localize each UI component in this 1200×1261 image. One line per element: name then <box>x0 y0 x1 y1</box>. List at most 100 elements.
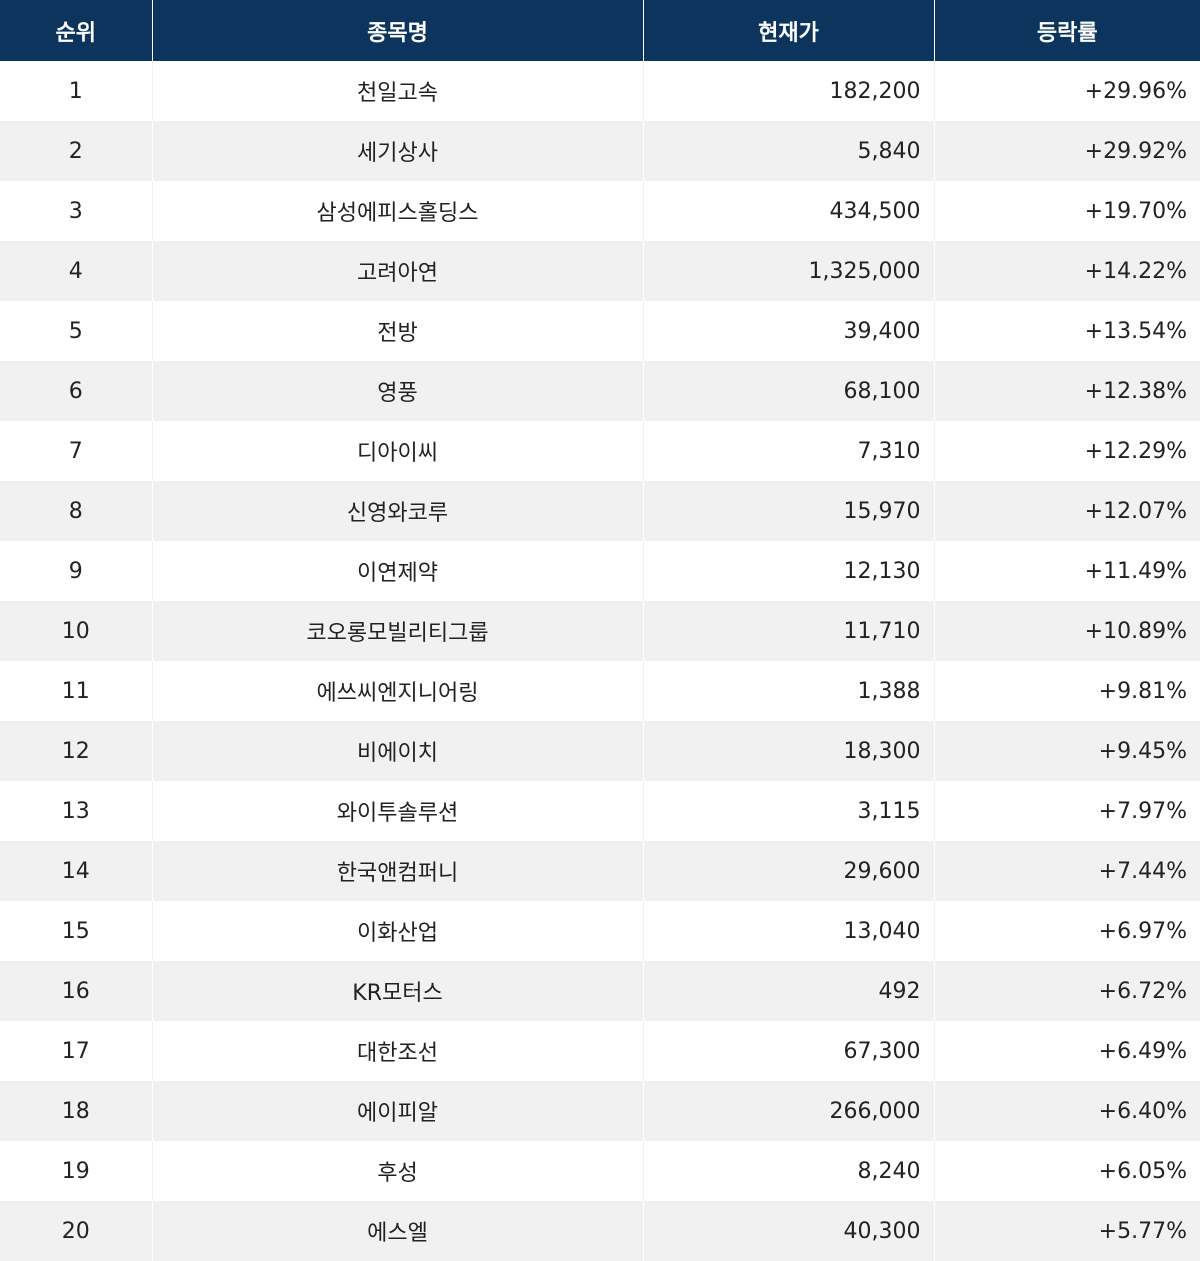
stock-name-cell: 천일고속 <box>151 61 643 121</box>
change-rate-cell: +7.44% <box>933 841 1200 901</box>
change-rate-cell: +10.89% <box>933 601 1200 661</box>
header-rank: 순위 <box>55 20 96 46</box>
rank-cell: 13 <box>61 798 90 824</box>
table-row: 8 신영와코루 15,970 +12.07% <box>0 481 1200 541</box>
price-cell: 266,000 <box>642 1081 934 1141</box>
header-row: 순위 종목명 현재가 등락률 <box>0 0 1200 61</box>
rank-cell: 9 <box>68 558 83 584</box>
table-row: 20 에스엘 40,300 +5.77% <box>0 1201 1200 1261</box>
table-row: 1 천일고속 182,200 +29.96% <box>0 61 1200 121</box>
table-row: 3 삼성에피스홀딩스 434,500 +19.70% <box>0 181 1200 241</box>
rank-cell: 8 <box>68 498 83 524</box>
stock-name-cell: 와이투솔루션 <box>151 781 643 841</box>
stock-name-cell: 에스엘 <box>151 1201 643 1261</box>
change-rate-cell: +29.96% <box>933 61 1200 121</box>
table-row: 2 세기상사 5,840 +29.92% <box>0 121 1200 181</box>
price-cell: 492 <box>642 961 934 1021</box>
change-rate-cell: +29.92% <box>933 121 1200 181</box>
stock-name-cell: 후성 <box>151 1141 643 1201</box>
rank-cell: 3 <box>68 198 83 224</box>
rank-cell: 16 <box>61 978 90 1004</box>
change-rate-cell: +6.05% <box>933 1141 1200 1201</box>
rank-cell: 7 <box>68 438 83 464</box>
stock-name-cell: 코오롱모빌리티그룹 <box>151 601 643 661</box>
rank-cell: 11 <box>61 678 90 704</box>
table-row: 4 고려아연 1,325,000 +14.22% <box>0 241 1200 301</box>
change-rate-cell: +12.38% <box>933 361 1200 421</box>
change-rate-cell: +6.40% <box>933 1081 1200 1141</box>
price-cell: 68,100 <box>642 361 934 421</box>
table-row: 18 에이피알 266,000 +6.40% <box>0 1081 1200 1141</box>
price-cell: 11,710 <box>642 601 934 661</box>
header-name: 종목명 <box>151 0 643 61</box>
price-cell: 1,388 <box>642 661 934 721</box>
price-cell: 182,200 <box>642 61 934 121</box>
price-cell: 8,240 <box>642 1141 934 1201</box>
stock-name-cell: 한국앤컴퍼니 <box>151 841 643 901</box>
stock-name-cell: 이화산업 <box>151 901 643 961</box>
change-rate-cell: +7.97% <box>933 781 1200 841</box>
price-cell: 39,400 <box>642 301 934 361</box>
rank-cell: 5 <box>68 318 83 344</box>
price-cell: 7,310 <box>642 421 934 481</box>
header-change: 등락률 <box>933 0 1200 61</box>
change-rate-cell: +14.22% <box>933 241 1200 301</box>
stock-name-cell: 디아이씨 <box>151 421 643 481</box>
stock-name-cell: 신영와코루 <box>151 481 643 541</box>
rank-cell: 14 <box>61 858 90 884</box>
change-rate-cell: +12.07% <box>933 481 1200 541</box>
rank-cell: 20 <box>61 1218 90 1244</box>
stock-name-cell: 비에이치 <box>151 721 643 781</box>
price-cell: 5,840 <box>642 121 934 181</box>
rank-cell: 4 <box>68 258 83 284</box>
price-cell: 1,325,000 <box>642 241 934 301</box>
stock-name-cell: 에쓰씨엔지니어링 <box>151 661 643 721</box>
price-cell: 18,300 <box>642 721 934 781</box>
stock-name-cell: KR모터스 <box>151 961 643 1021</box>
table-row: 16 KR모터스 492 +6.72% <box>0 961 1200 1021</box>
rank-cell: 12 <box>61 738 90 764</box>
table-row: 6 영풍 68,100 +12.38% <box>0 361 1200 421</box>
rank-cell: 17 <box>61 1038 90 1064</box>
stock-name-cell: 대한조선 <box>151 1021 643 1081</box>
rank-cell: 19 <box>61 1158 90 1184</box>
stock-name-cell: 삼성에피스홀딩스 <box>151 181 643 241</box>
stock-name-cell: 전방 <box>151 301 643 361</box>
rank-cell: 10 <box>61 618 90 644</box>
table-row: 10 코오롱모빌리티그룹 11,710 +10.89% <box>0 601 1200 661</box>
change-rate-cell: +6.72% <box>933 961 1200 1021</box>
table-row: 5 전방 39,400 +13.54% <box>0 301 1200 361</box>
table-row: 11 에쓰씨엔지니어링 1,388 +9.81% <box>0 661 1200 721</box>
stock-name-cell: 고려아연 <box>151 241 643 301</box>
change-rate-cell: +11.49% <box>933 541 1200 601</box>
price-cell: 40,300 <box>642 1201 934 1261</box>
stock-name-cell: 에이피알 <box>151 1081 643 1141</box>
change-rate-cell: +5.77% <box>933 1201 1200 1261</box>
stock-name-cell: 이연제약 <box>151 541 643 601</box>
price-cell: 29,600 <box>642 841 934 901</box>
change-rate-cell: +9.81% <box>933 661 1200 721</box>
change-rate-cell: +9.45% <box>933 721 1200 781</box>
price-cell: 3,115 <box>642 781 934 841</box>
rank-cell: 2 <box>68 138 83 164</box>
table-row: 9 이연제약 12,130 +11.49% <box>0 541 1200 601</box>
table-row: 12 비에이치 18,300 +9.45% <box>0 721 1200 781</box>
price-cell: 12,130 <box>642 541 934 601</box>
change-rate-cell: +6.49% <box>933 1021 1200 1081</box>
change-rate-cell: +6.97% <box>933 901 1200 961</box>
table-row: 15 이화산업 13,040 +6.97% <box>0 901 1200 961</box>
table-row: 13 와이투솔루션 3,115 +7.97% <box>0 781 1200 841</box>
change-rate-cell: +12.29% <box>933 421 1200 481</box>
rank-cell: 15 <box>61 918 90 944</box>
price-cell: 67,300 <box>642 1021 934 1081</box>
price-cell: 434,500 <box>642 181 934 241</box>
table-row: 19 후성 8,240 +6.05% <box>0 1141 1200 1201</box>
rank-cell: 6 <box>68 378 83 404</box>
change-rate-cell: +13.54% <box>933 301 1200 361</box>
table-row: 17 대한조선 67,300 +6.49% <box>0 1021 1200 1081</box>
change-rate-cell: +19.70% <box>933 181 1200 241</box>
rank-cell: 18 <box>61 1098 90 1124</box>
header-price: 현재가 <box>642 0 934 61</box>
stock-name-cell: 세기상사 <box>151 121 643 181</box>
